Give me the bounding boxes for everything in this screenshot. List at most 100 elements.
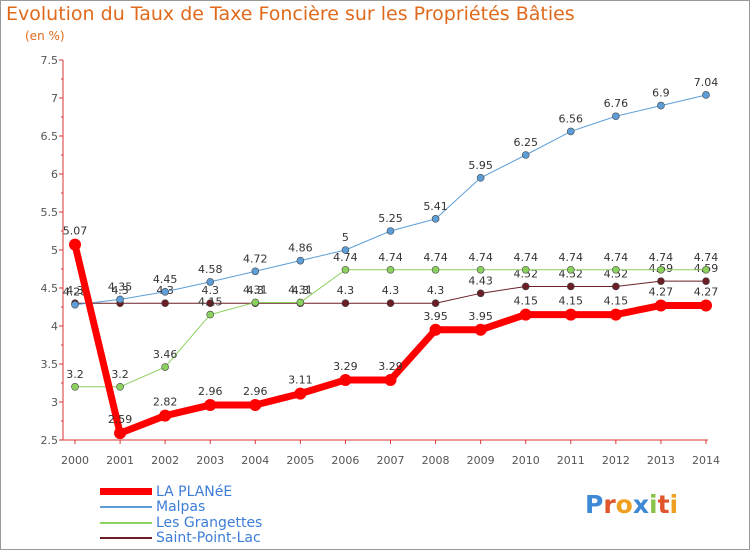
data-label-malpas: 4.45 <box>153 273 178 286</box>
data-point-les-grangettes <box>116 382 124 391</box>
legend-swatch-la-planee <box>100 488 152 496</box>
legend-item-la-planee: LA PLANéE <box>100 484 262 500</box>
data-point-saint-point-lac <box>702 277 710 285</box>
legend-swatch-malpas <box>100 506 152 509</box>
data-point-saint-point-lac <box>431 299 440 308</box>
data-point-malpas <box>116 295 124 304</box>
data-point-les-grangettes <box>566 265 575 274</box>
y-tick-label: 3 <box>51 396 58 409</box>
data-label-saint-point-lac: 4.3 <box>66 284 84 297</box>
data-label-saint-point-lac: 4.43 <box>468 274 493 287</box>
y-tick-label: 6.5 <box>41 130 59 143</box>
chart-title: Evolution du Taux de Taxe Foncière sur l… <box>6 3 575 25</box>
data-label-malpas: 5.41 <box>423 200 448 213</box>
data-point-malpas <box>476 174 485 182</box>
data-label-malpas: 4.35 <box>108 280 133 293</box>
legend-item-saint-point-lac: Saint-Point-Lac <box>100 530 262 546</box>
y-tick-label: 2.5 <box>41 434 59 447</box>
data-label-saint-point-lac: 4.3 <box>292 284 310 297</box>
data-point-les-grangettes <box>657 265 665 274</box>
legend-swatch-saint-point-lac <box>100 537 152 540</box>
data-label-saint-point-lac: 4.3 <box>111 284 129 297</box>
data-label-saint-point-lac: 4.3 <box>382 284 400 297</box>
data-point-la-plan-e <box>519 308 532 321</box>
data-point-les-grangettes <box>71 382 79 391</box>
data-point-saint-point-lac <box>521 282 530 291</box>
y-tick-label: 7.5 <box>41 54 59 67</box>
data-label-saint-point-lac: 4.52 <box>559 267 584 280</box>
data-point-saint-point-lac <box>476 289 485 298</box>
logo-letter: o <box>615 490 633 519</box>
data-point-les-grangettes <box>702 265 710 274</box>
data-label-la-plan-e: 3.11 <box>288 374 313 387</box>
y-tick-label: 6 <box>51 168 58 181</box>
data-point-malpas <box>161 287 169 296</box>
x-tick-label: 2013 <box>647 454 675 467</box>
data-point-saint-point-lac <box>341 299 350 308</box>
data-label-malpas: 4.72 <box>243 252 268 265</box>
data-point-la-plan-e <box>159 409 172 422</box>
data-label-saint-point-lac: 4.52 <box>604 267 629 280</box>
data-point-la-plan-e <box>700 299 712 312</box>
data-point-saint-point-lac <box>657 277 665 285</box>
data-label-la-plan-e: 4.15 <box>513 295 538 308</box>
data-point-la-plan-e <box>114 427 127 440</box>
data-label-la-plan-e: 4.27 <box>694 285 719 298</box>
data-point-saint-point-lac <box>386 299 395 308</box>
x-tick-label: 2003 <box>196 454 224 467</box>
data-label-les-grangettes: 3.46 <box>153 348 178 361</box>
data-label-la-plan-e: 2.82 <box>153 396 178 409</box>
data-point-la-plan-e <box>474 323 487 336</box>
logo-letter: t <box>657 490 670 519</box>
data-label-les-grangettes: 4.74 <box>423 251 448 264</box>
data-label-les-grangettes: 4.74 <box>649 251 674 264</box>
data-point-saint-point-lac <box>612 282 620 291</box>
data-point-la-plan-e <box>609 308 622 321</box>
logo-letter: r <box>603 490 616 519</box>
logo-letter: P <box>585 490 604 519</box>
data-point-les-grangettes <box>161 363 169 371</box>
data-label-malpas: 4.28 <box>63 286 88 299</box>
data-point-malpas <box>702 91 710 99</box>
x-tick-label: 2001 <box>106 454 134 467</box>
data-label-la-plan-e: 4.15 <box>604 295 629 308</box>
data-label-saint-point-lac: 4.52 <box>513 267 538 280</box>
data-label-les-grangettes: 4.74 <box>559 251 584 264</box>
data-point-saint-point-lac <box>206 299 215 308</box>
x-tick-label: 2009 <box>467 454 495 467</box>
data-point-la-plan-e <box>339 373 352 386</box>
data-label-malpas: 6.9 <box>652 87 670 100</box>
y-tick-label: 5.5 <box>41 206 59 219</box>
y-tick-label: 7 <box>51 92 58 105</box>
data-label-saint-point-lac: 4.3 <box>201 284 219 297</box>
y-unit-label: (en %) <box>25 29 65 43</box>
data-label-malpas: 5 <box>342 231 349 244</box>
data-label-la-plan-e: 3.95 <box>468 310 493 323</box>
data-label-la-plan-e: 5.07 <box>63 225 88 238</box>
data-point-malpas <box>612 112 620 121</box>
y-tick-label: 3.5 <box>41 358 59 371</box>
data-label-la-plan-e: 3.29 <box>333 360 358 373</box>
data-label-malpas: 6.56 <box>559 112 584 125</box>
data-point-les-grangettes <box>251 298 260 307</box>
data-label-les-grangettes: 4.15 <box>198 296 223 309</box>
y-tick-label: 5 <box>51 244 58 257</box>
data-point-malpas <box>341 246 350 254</box>
x-tick-label: 2004 <box>241 454 269 467</box>
data-point-les-grangettes <box>476 265 485 274</box>
legend-item-les-grangettes: Les Grangettes <box>100 515 262 531</box>
data-label-les-grangettes: 4.74 <box>378 251 403 264</box>
data-point-les-grangettes <box>206 310 215 319</box>
data-point-la-plan-e <box>249 399 262 412</box>
data-point-la-plan-e <box>294 387 307 400</box>
x-tick-label: 2005 <box>286 454 314 467</box>
y-tick-label: 4.5 <box>41 282 59 295</box>
data-label-malpas: 7.04 <box>694 76 719 89</box>
data-label-la-plan-e: 2.96 <box>198 385 223 398</box>
data-label-la-plan-e: 3.29 <box>378 360 403 373</box>
data-point-saint-point-lac <box>566 282 575 291</box>
data-label-les-grangettes: 4.31 <box>288 283 313 296</box>
data-point-les-grangettes <box>341 265 350 274</box>
data-point-les-grangettes <box>521 265 530 274</box>
